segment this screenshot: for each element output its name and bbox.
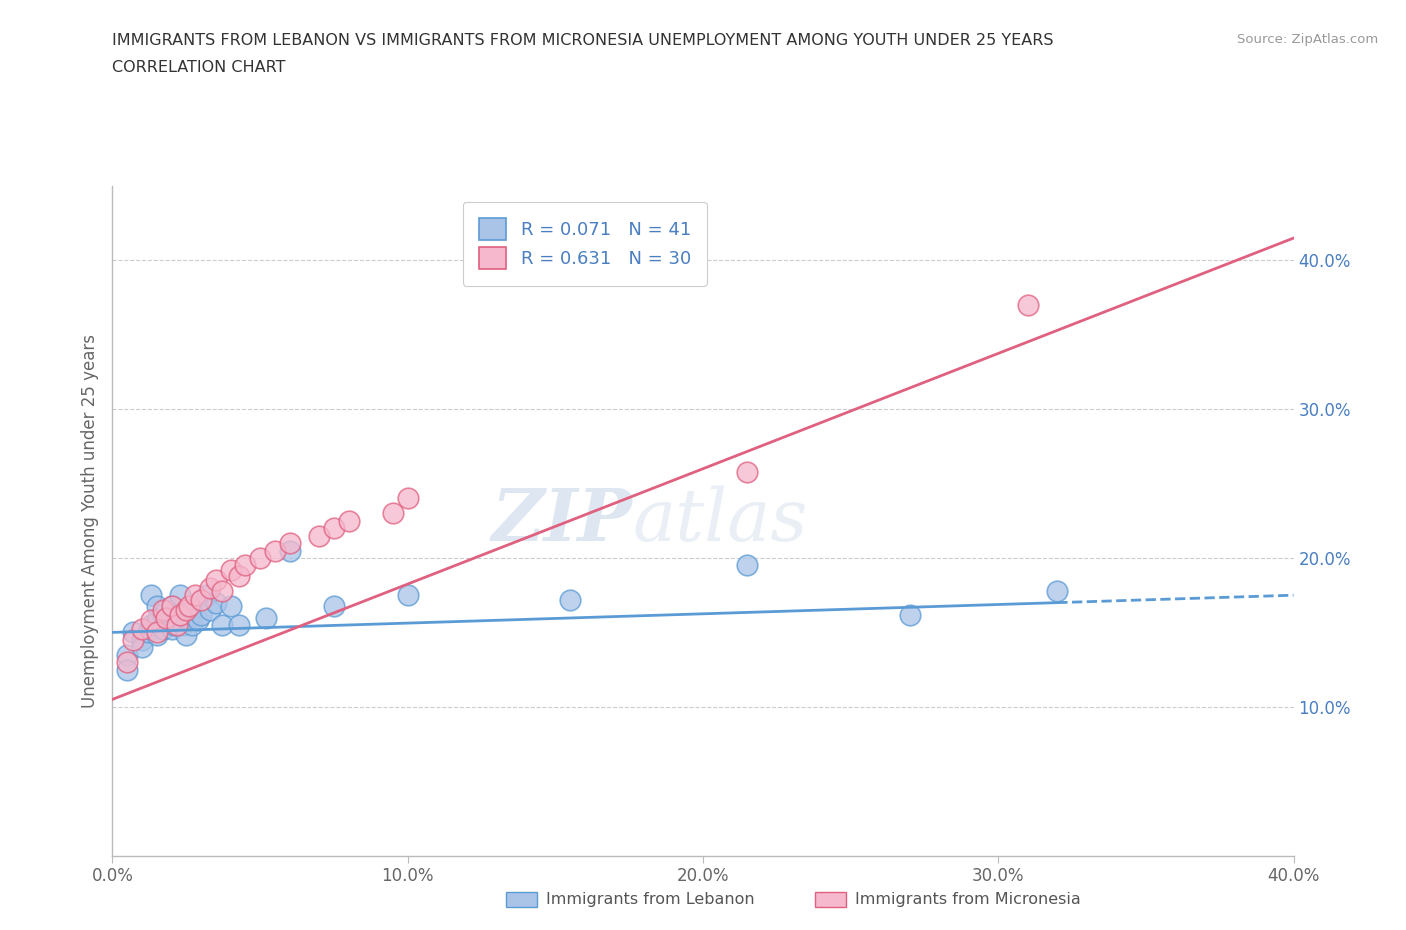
Text: Immigrants from Micronesia: Immigrants from Micronesia xyxy=(855,892,1081,907)
Point xyxy=(155,610,177,625)
Point xyxy=(382,506,405,521)
Point xyxy=(323,598,346,613)
Point xyxy=(139,588,162,603)
Point xyxy=(139,618,162,632)
Point xyxy=(198,603,221,618)
Text: CORRELATION CHART: CORRELATION CHART xyxy=(112,60,285,75)
Point xyxy=(163,618,186,632)
Point xyxy=(152,607,174,622)
Point xyxy=(396,491,419,506)
Point xyxy=(190,607,212,622)
Text: Source: ZipAtlas.com: Source: ZipAtlas.com xyxy=(1237,33,1378,46)
Point xyxy=(117,662,138,677)
Text: IMMIGRANTS FROM LEBANON VS IMMIGRANTS FROM MICRONESIA UNEMPLOYMENT AMONG YOUTH U: IMMIGRANTS FROM LEBANON VS IMMIGRANTS FR… xyxy=(112,33,1054,47)
Point xyxy=(181,618,204,632)
Point xyxy=(160,622,183,637)
Point xyxy=(1017,298,1039,312)
Point xyxy=(169,607,191,622)
Point xyxy=(558,592,582,607)
Point xyxy=(737,558,759,573)
Point xyxy=(179,610,201,625)
Point xyxy=(737,464,759,479)
Point xyxy=(278,543,301,558)
Point xyxy=(254,610,277,625)
Point xyxy=(233,558,256,573)
Point xyxy=(184,588,207,603)
Legend: R = 0.071   N = 41, R = 0.631   N = 30: R = 0.071 N = 41, R = 0.631 N = 30 xyxy=(463,202,707,286)
Point xyxy=(122,632,145,647)
Point xyxy=(205,573,228,588)
Text: atlas: atlas xyxy=(633,485,807,556)
Point xyxy=(219,598,242,613)
Point xyxy=(136,625,159,640)
Point xyxy=(249,551,271,565)
Text: Immigrants from Lebanon: Immigrants from Lebanon xyxy=(546,892,754,907)
Point xyxy=(211,618,233,632)
Point xyxy=(190,592,212,607)
Point xyxy=(166,607,188,622)
Point xyxy=(174,628,197,643)
Point xyxy=(198,580,221,595)
Point xyxy=(146,613,169,628)
Point xyxy=(898,607,921,622)
Point xyxy=(169,588,191,603)
Point xyxy=(131,632,153,647)
Point xyxy=(160,598,183,613)
Point xyxy=(308,528,330,543)
Point xyxy=(1046,583,1069,598)
Point xyxy=(146,598,169,613)
Point xyxy=(228,618,250,632)
Point xyxy=(131,622,153,637)
Point xyxy=(172,618,194,632)
Y-axis label: Unemployment Among Youth under 25 years: Unemployment Among Youth under 25 years xyxy=(80,334,98,708)
Point xyxy=(152,622,174,637)
Point xyxy=(146,625,169,640)
Text: ZIP: ZIP xyxy=(491,485,633,556)
Point xyxy=(117,647,138,662)
Point xyxy=(195,588,218,603)
Point xyxy=(264,543,287,558)
Point xyxy=(337,513,360,528)
Point xyxy=(155,603,177,618)
Point xyxy=(139,613,162,628)
Point xyxy=(181,603,204,618)
Point xyxy=(166,618,188,632)
Point xyxy=(174,603,197,618)
Point xyxy=(157,613,180,628)
Point xyxy=(228,568,250,583)
Point xyxy=(160,598,183,613)
Point xyxy=(219,563,242,578)
Point xyxy=(152,603,174,618)
Point xyxy=(179,598,201,613)
Point xyxy=(396,588,419,603)
Point xyxy=(211,583,233,598)
Point xyxy=(117,655,138,670)
Point xyxy=(278,536,301,551)
Point xyxy=(187,613,209,628)
Point xyxy=(122,625,145,640)
Point xyxy=(146,628,169,643)
Point xyxy=(131,640,153,655)
Point xyxy=(323,521,346,536)
Point xyxy=(205,595,228,610)
